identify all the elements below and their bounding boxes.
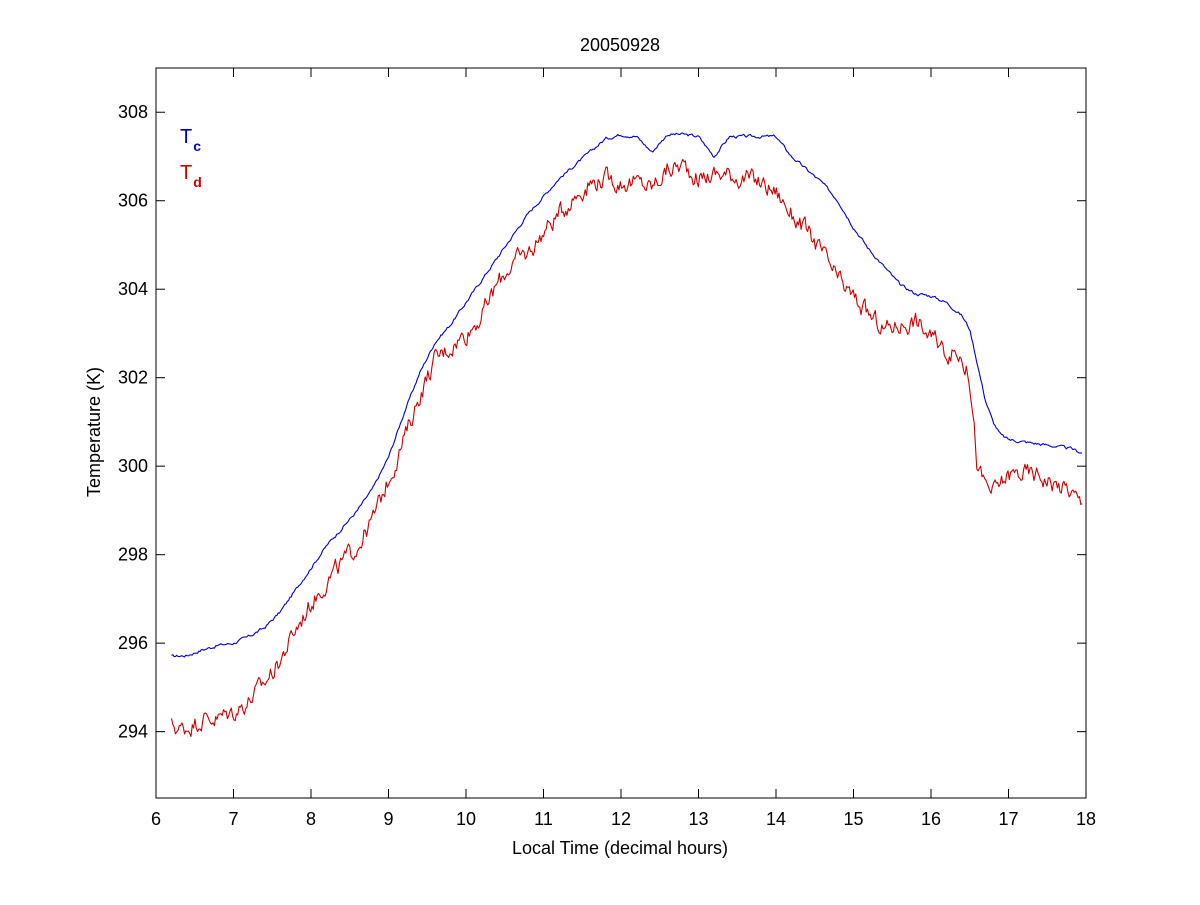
x-tick-label: 6 — [151, 809, 161, 829]
legend-entry-subscript: c — [193, 138, 201, 154]
x-tick-label: 16 — [921, 809, 941, 829]
y-axis-title: Temperature (K) — [84, 367, 104, 497]
x-tick-label: 15 — [843, 809, 863, 829]
y-tick-label: 294 — [118, 722, 148, 742]
plot-frame — [155, 67, 1087, 799]
ticks-layer: 6 7 8 9 10 11 12 13 14 15 16 17 18 294 296 298 300 302 304… — [118, 68, 1096, 829]
x-tick-label: 13 — [688, 809, 708, 829]
legend-entry: Tc — [180, 126, 201, 154]
legend-entry: Td — [180, 162, 202, 190]
x-tick-label: 8 — [306, 809, 316, 829]
x-tick-label: 9 — [383, 809, 393, 829]
series-line-t-d — [170, 158, 1083, 738]
series-layer — [170, 132, 1083, 738]
legend-entry-label: T — [180, 126, 192, 148]
legend-entry-label: T — [180, 162, 192, 184]
x-tick-label: 17 — [998, 809, 1018, 829]
series-line-t-c — [171, 132, 1083, 658]
x-tick-label: 14 — [766, 809, 786, 829]
x-axis-title: Local Time (decimal hours) — [512, 838, 728, 858]
y-tick-label: 304 — [118, 279, 148, 299]
x-tick-label: 11 — [534, 809, 553, 829]
y-tick-label: 298 — [118, 545, 148, 565]
y-tick-label: 302 — [118, 368, 148, 388]
y-tick-label: 300 — [118, 456, 148, 476]
x-tick-label: 18 — [1076, 809, 1096, 829]
x-tick-label: 12 — [611, 809, 631, 829]
chart-title: 20050928 — [580, 35, 660, 55]
y-tick-label: 308 — [118, 102, 148, 122]
y-tick-label: 306 — [118, 191, 148, 211]
x-tick-label: 7 — [228, 809, 238, 829]
y-tick-label: 296 — [118, 633, 148, 653]
x-tick-label: 10 — [456, 809, 476, 829]
legend-entry-subscript: d — [193, 174, 202, 190]
